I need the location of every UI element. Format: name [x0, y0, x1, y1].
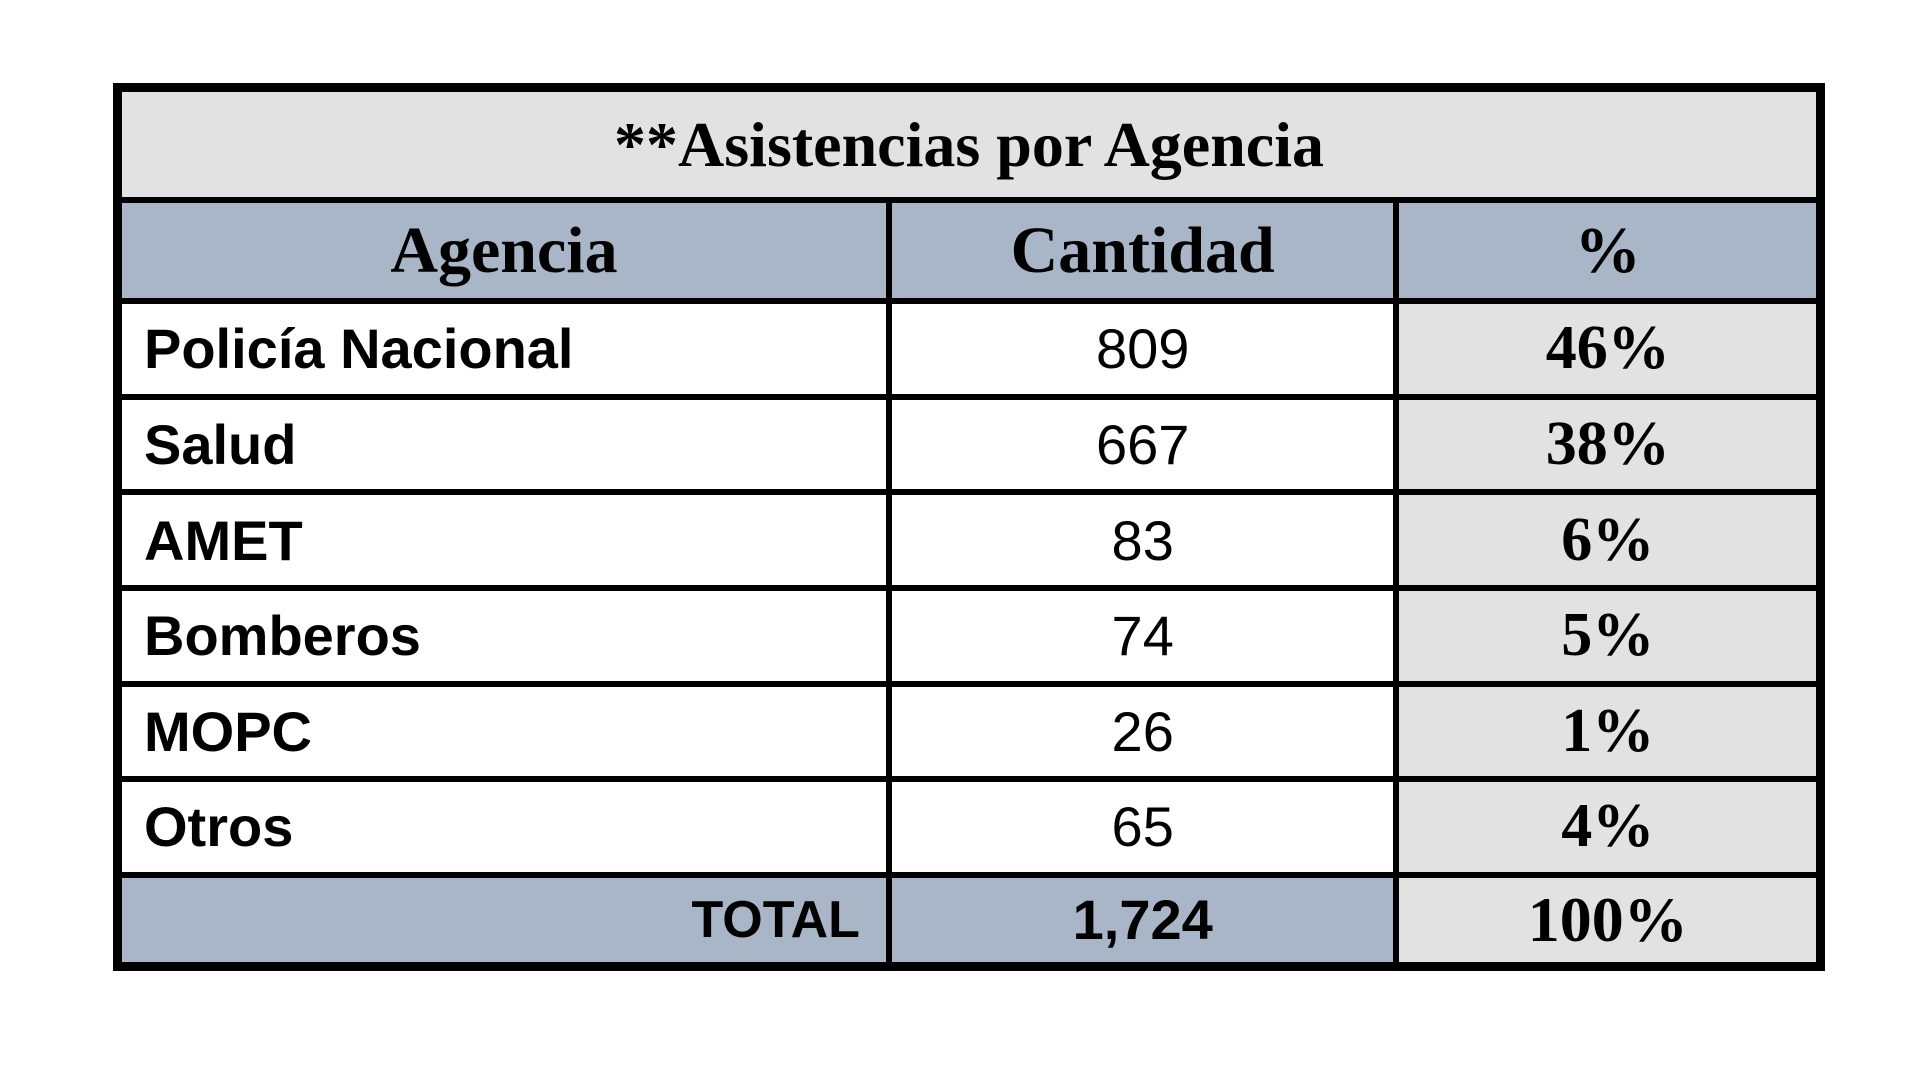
table-title: **Asistencias por Agencia [114, 84, 1824, 204]
agency-count: 667 [885, 393, 1400, 496]
agency-count: 809 [885, 297, 1400, 400]
agency-name: Bomberos [114, 584, 892, 687]
agency-name: Policía Nacional [114, 297, 892, 400]
table-row: MOPC 26 1% [114, 680, 1824, 783]
total-count: 1,724 [885, 871, 1400, 970]
agency-percent: 6% [1393, 489, 1824, 591]
agency-name: Salud [114, 393, 892, 496]
table-row: Salud 667 38% [114, 393, 1824, 496]
asistencias-por-agencia-table: **Asistencias por Agencia Agencia Cantid… [113, 83, 1825, 971]
column-header-pct: % [1393, 197, 1824, 304]
column-header-agencia: Agencia [114, 197, 892, 304]
total-percent: 100% [1393, 871, 1824, 970]
table-row: Policía Nacional 809 46% [114, 297, 1824, 400]
table-title-row: **Asistencias por Agencia [114, 84, 1824, 204]
total-label: TOTAL [114, 871, 892, 970]
column-header-cantidad: Cantidad [885, 197, 1400, 304]
table-row: Bomberos 74 5% [114, 584, 1824, 687]
agency-count: 74 [885, 584, 1400, 687]
agency-percent: 46% [1393, 297, 1824, 400]
table-row: AMET 83 6% [114, 489, 1824, 591]
agency-name: Otros [114, 776, 892, 878]
table-header-row: Agencia Cantidad % [114, 197, 1824, 304]
agency-percent: 1% [1393, 680, 1824, 783]
agency-count: 83 [885, 489, 1400, 591]
agency-name: MOPC [114, 680, 892, 783]
agency-percent: 5% [1393, 584, 1824, 687]
agency-count: 65 [885, 776, 1400, 878]
table-total-row: TOTAL 1,724 100% [114, 871, 1824, 970]
agency-percent: 38% [1393, 393, 1824, 496]
agency-count: 26 [885, 680, 1400, 783]
table-row: Otros 65 4% [114, 776, 1824, 878]
agency-percent: 4% [1393, 776, 1824, 878]
agency-name: AMET [114, 489, 892, 591]
